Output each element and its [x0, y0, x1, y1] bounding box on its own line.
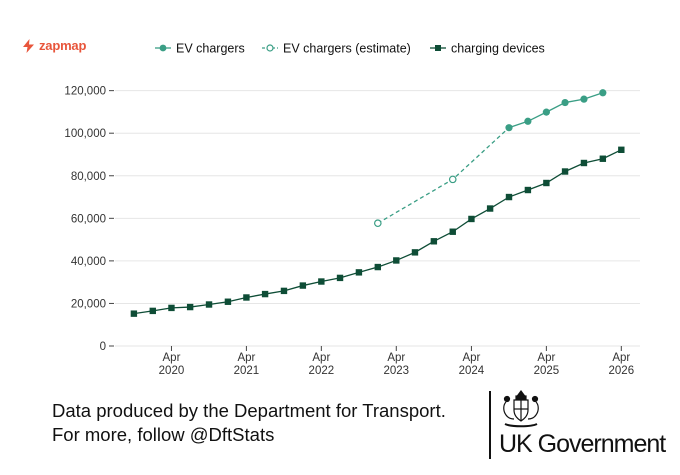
royal-coat-of-arms-icon — [503, 390, 539, 428]
series-line — [508, 92, 604, 129]
data-point — [299, 282, 307, 289]
legend: EV chargers EV chargers (estimate) chargin… — [155, 42, 545, 56]
data-point — [524, 117, 532, 125]
y-tick-label: 120,000 — [64, 86, 106, 98]
data-point — [618, 146, 625, 153]
data-point — [243, 294, 250, 301]
data-point — [336, 274, 344, 282]
legend-label: EV chargers (estimate) — [283, 42, 411, 56]
data-point — [149, 307, 156, 315]
data-point — [486, 205, 494, 212]
data-point — [468, 215, 475, 223]
gov-logo-text: UK Government — [499, 430, 666, 458]
data-point — [280, 287, 288, 295]
series — [130, 89, 625, 317]
data-point — [130, 310, 138, 317]
footer-line-2: For more, follow @DftStats — [52, 424, 275, 445]
data-point — [411, 249, 419, 256]
data-point — [430, 238, 438, 245]
data-point — [168, 304, 175, 312]
data-point — [355, 269, 363, 276]
data-point — [561, 168, 569, 175]
y-tick-label: 100,000 — [64, 128, 106, 140]
legend-key-marker — [435, 45, 441, 51]
data-point — [543, 179, 550, 187]
data-point — [224, 298, 232, 305]
data-point — [318, 278, 325, 285]
data-point — [449, 228, 456, 235]
x-tick-label-year: 2021 — [234, 365, 260, 377]
legend-label: charging devices — [451, 42, 545, 56]
data-point — [448, 175, 457, 184]
legend-label: EV chargers — [176, 42, 245, 56]
x-tick-label-month: Apr — [537, 352, 555, 364]
x-tick-label-month: Apr — [163, 352, 181, 364]
data-point — [542, 108, 550, 116]
data-point — [580, 95, 588, 103]
y-tick-label: 0 — [100, 341, 106, 353]
x-tick-label-year: 2024 — [459, 365, 485, 377]
data-point — [561, 98, 569, 107]
logo-divider — [489, 391, 491, 459]
y-tick-label: 80,000 — [71, 171, 106, 183]
chart: 0 20,000 40,000 60,000 80,000 100,000 120,000 A… — [64, 42, 640, 377]
data-point — [261, 290, 269, 298]
x-tick-label-year: 2025 — [534, 365, 560, 377]
brand-name: zapmap — [39, 38, 87, 53]
legend-key-marker — [159, 44, 167, 52]
x-tick-label-month: Apr — [612, 352, 630, 364]
x-tick-label-month: Apr — [387, 352, 405, 364]
axes: 0 20,000 40,000 60,000 80,000 100,000 120,000 A… — [64, 86, 634, 377]
x-tick-label-month: Apr — [312, 352, 330, 364]
x-tick-label-month: Apr — [462, 352, 480, 364]
y-tick-label: 40,000 — [71, 256, 106, 268]
y-tick-label: 60,000 — [71, 213, 106, 225]
gridlines — [115, 90, 640, 347]
zapmap-logo: zapmap — [22, 38, 86, 53]
series-line — [133, 149, 622, 315]
footer-note: Data produced by the Department for Tran… — [52, 399, 446, 447]
data-point — [205, 301, 213, 308]
data-point — [186, 303, 194, 311]
data-point — [599, 89, 607, 97]
data-point — [524, 186, 532, 194]
legend-key-marker — [266, 44, 274, 52]
x-tick-label-month: Apr — [237, 352, 255, 364]
data-point — [393, 257, 400, 264]
data-point — [505, 124, 513, 132]
data-point — [580, 159, 588, 167]
data-point — [505, 193, 513, 201]
x-tick-label-year: 2026 — [609, 365, 635, 377]
data-point — [599, 155, 607, 162]
x-tick-label-year: 2022 — [309, 365, 335, 377]
x-tick-label-year: 2020 — [159, 365, 185, 377]
data-point — [374, 263, 382, 271]
data-point — [374, 219, 382, 228]
uk-government-logo: UK Government — [489, 388, 669, 463]
zapmap-bolt-icon — [23, 38, 34, 53]
x-tick-label-year: 2023 — [383, 365, 409, 377]
y-tick-label: 20,000 — [71, 298, 106, 310]
footer-line-1: Data produced by the Department for Tran… — [52, 400, 446, 421]
